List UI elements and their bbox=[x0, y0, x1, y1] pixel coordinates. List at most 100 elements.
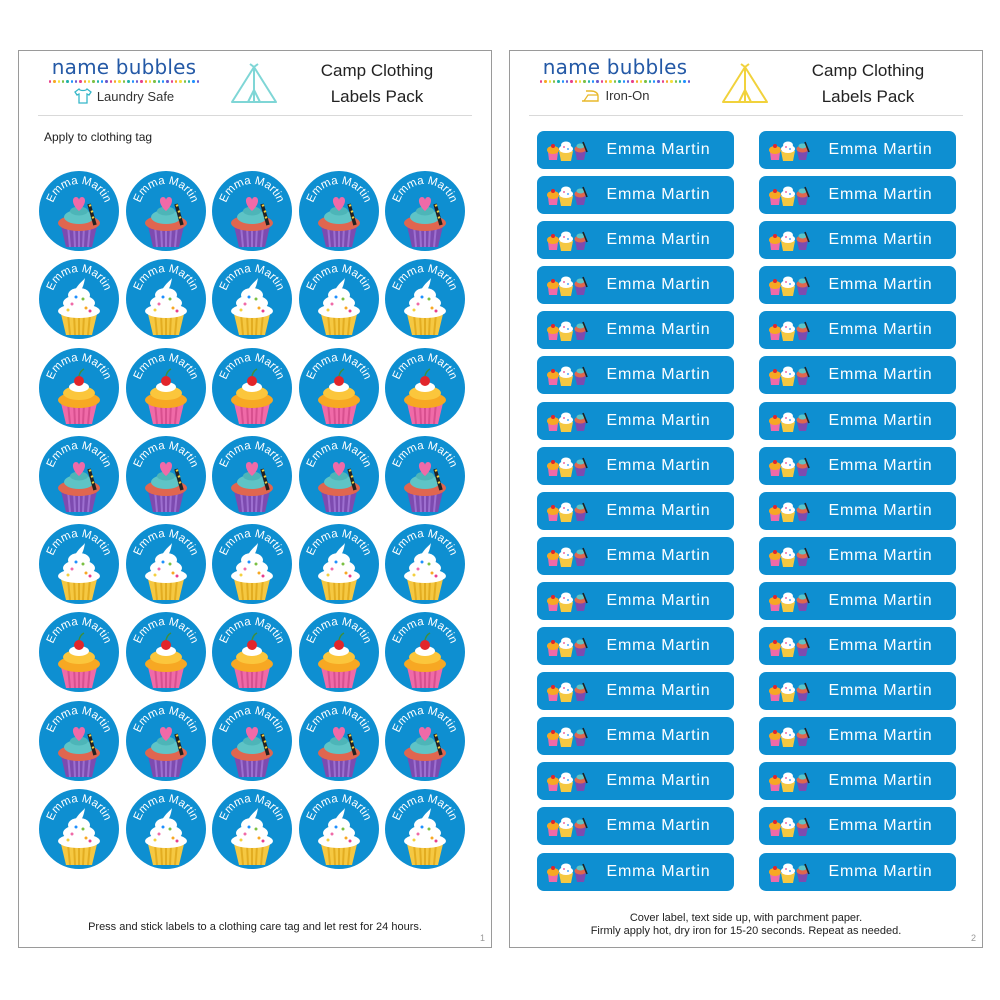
circle-label: Emma Martin bbox=[385, 435, 465, 516]
cupcake-icon: Emma Martin bbox=[391, 263, 459, 336]
rectangle-label-name: Emma Martin bbox=[606, 456, 711, 474]
circle-label: Emma Martin bbox=[212, 171, 292, 251]
cupcake-icon: Emma Martin bbox=[304, 528, 373, 601]
cupcake-trio-icon bbox=[769, 231, 810, 252]
brand-dot bbox=[674, 80, 677, 83]
rectangle-label: Emma Martin bbox=[759, 717, 956, 756]
brand-dot bbox=[57, 80, 61, 83]
cupcake-icon: Emma Martin bbox=[304, 263, 373, 336]
cupcake-icon: Emma Martin bbox=[304, 705, 373, 777]
circle-label: Emma Martin bbox=[39, 700, 119, 781]
brand-dot bbox=[144, 80, 147, 83]
rectangle-label: Emma Martin bbox=[759, 807, 956, 846]
circle-label-name: Emma Martin bbox=[218, 705, 286, 734]
brand-dot bbox=[683, 80, 686, 83]
circle-label-name: Emma Martin bbox=[304, 440, 372, 469]
rectangle-label-name: Emma Martin bbox=[606, 772, 711, 790]
circle-label: Emma Martin bbox=[298, 171, 379, 251]
footer-line-1: Press and stick labels to a clothing car… bbox=[88, 921, 422, 933]
circle-label: Emma Martin bbox=[39, 171, 119, 251]
circle-label-name: Emma Martin bbox=[304, 705, 372, 734]
sheet-header: name bubbles Iron-On Camp Clothing Label… bbox=[510, 51, 982, 117]
title-line-1: Camp Clothing bbox=[320, 61, 434, 80]
rectangle-label-name: Emma Martin bbox=[606, 546, 711, 564]
circle-label: Emma Martin bbox=[385, 700, 465, 781]
rectangle-label: Emma Martin bbox=[537, 627, 734, 666]
circle-label: Emma Martin bbox=[125, 789, 206, 870]
cupcake-trio-icon bbox=[769, 366, 810, 387]
rectangle-label-name: Emma Martin bbox=[606, 637, 711, 655]
circle-label-name: Emma Martin bbox=[45, 175, 113, 204]
brand-dot bbox=[665, 80, 669, 83]
rectangle-label: Emma Martin bbox=[537, 266, 734, 305]
cupcake-icon: Emma Martin bbox=[218, 793, 286, 866]
sheet-header: name bubbles Laundry Safe Camp Clothing … bbox=[19, 51, 491, 117]
cupcake-trio-icon bbox=[547, 817, 588, 838]
brand-dot bbox=[553, 80, 556, 83]
rectangle-label-name: Emma Martin bbox=[828, 591, 933, 609]
cupcake-icon: Emma Martin bbox=[131, 528, 200, 601]
rectangle-label-name: Emma Martin bbox=[828, 727, 933, 745]
brand-dot bbox=[92, 80, 95, 83]
rectangle-label: Emma Martin bbox=[759, 356, 956, 395]
rectangle-label-name: Emma Martin bbox=[606, 321, 711, 339]
circle-label: Emma Martin bbox=[385, 524, 465, 605]
rectangle-label: Emma Martin bbox=[759, 762, 956, 801]
brand-dot bbox=[678, 80, 682, 83]
brand-dot bbox=[639, 80, 643, 83]
circle-label-name: Emma Martin bbox=[391, 175, 459, 204]
rectangle-label: Emma Martin bbox=[537, 446, 734, 485]
circle-label: Emma Martin bbox=[212, 435, 292, 516]
sheet-footer: Cover label, text side up, with parchmen… bbox=[510, 912, 982, 938]
cupcake-icon: Emma Martin bbox=[45, 616, 113, 689]
cupcake-trio-icon bbox=[769, 817, 810, 838]
cupcake-icon: Emma Martin bbox=[131, 175, 200, 248]
cupcake-icon: Emma Martin bbox=[131, 793, 200, 866]
circle-label: Emma Martin bbox=[125, 347, 206, 428]
rectangle-label-name: Emma Martin bbox=[828, 411, 933, 429]
rectangle-label: Emma Martin bbox=[759, 401, 956, 440]
circle-label: Emma Martin bbox=[385, 612, 465, 693]
cupcake-icon: Emma Martin bbox=[45, 263, 113, 336]
circle-label: Emma Martin bbox=[385, 259, 465, 340]
brand-dot bbox=[613, 80, 617, 83]
rectangle-label: Emma Martin bbox=[537, 581, 734, 620]
rectangle-label-name: Emma Martin bbox=[828, 546, 933, 564]
rectangle-label: Emma Martin bbox=[759, 491, 956, 530]
brand-dot bbox=[605, 80, 608, 83]
rectangle-label: Emma Martin bbox=[537, 536, 734, 575]
circle-label: Emma Martin bbox=[385, 171, 465, 251]
brand-dot bbox=[631, 80, 634, 83]
brand-dot bbox=[548, 80, 552, 83]
brand-dot bbox=[183, 80, 186, 83]
rectangle-label: Emma Martin bbox=[537, 852, 734, 891]
cupcake-icon: Emma Martin bbox=[218, 616, 286, 689]
circle-label: Emma Martin bbox=[39, 789, 119, 870]
rectangle-label: Emma Martin bbox=[759, 446, 956, 485]
cupcake-trio-icon bbox=[547, 592, 588, 612]
circle-label: Emma Martin bbox=[39, 612, 119, 693]
brand-dot bbox=[648, 80, 651, 83]
rectangle-label: Emma Martin bbox=[537, 717, 734, 756]
cupcake-icon: Emma Martin bbox=[131, 351, 200, 424]
circle-label: Emma Martin bbox=[125, 524, 206, 605]
cupcake-icon: Emma Martin bbox=[131, 616, 200, 689]
brand-dot bbox=[153, 80, 156, 83]
circle-label: Emma Martin bbox=[125, 612, 206, 693]
brand-dot bbox=[161, 80, 165, 83]
circle-label: Emma Martin bbox=[385, 347, 465, 428]
page-number: 1 bbox=[479, 933, 485, 943]
sheet-subtitle: Iron-On bbox=[540, 88, 690, 103]
circle-label: Emma Martin bbox=[212, 700, 292, 781]
title-line-2: Labels Pack bbox=[330, 87, 424, 106]
rectangle-label-name: Emma Martin bbox=[606, 411, 711, 429]
tent-icon bbox=[722, 63, 768, 103]
rectangle-label: Emma Martin bbox=[759, 176, 956, 215]
brand-dot bbox=[62, 80, 65, 83]
cupcake-icon: Emma Martin bbox=[45, 793, 113, 866]
iron-icon bbox=[582, 89, 600, 102]
circle-label: Emma Martin bbox=[212, 612, 292, 693]
circle-label: Emma Martin bbox=[125, 700, 206, 781]
rectangle-label-name: Emma Martin bbox=[828, 186, 933, 204]
laundry-safe-sheet: name bubbles Laundry Safe Camp Clothing … bbox=[18, 50, 492, 948]
